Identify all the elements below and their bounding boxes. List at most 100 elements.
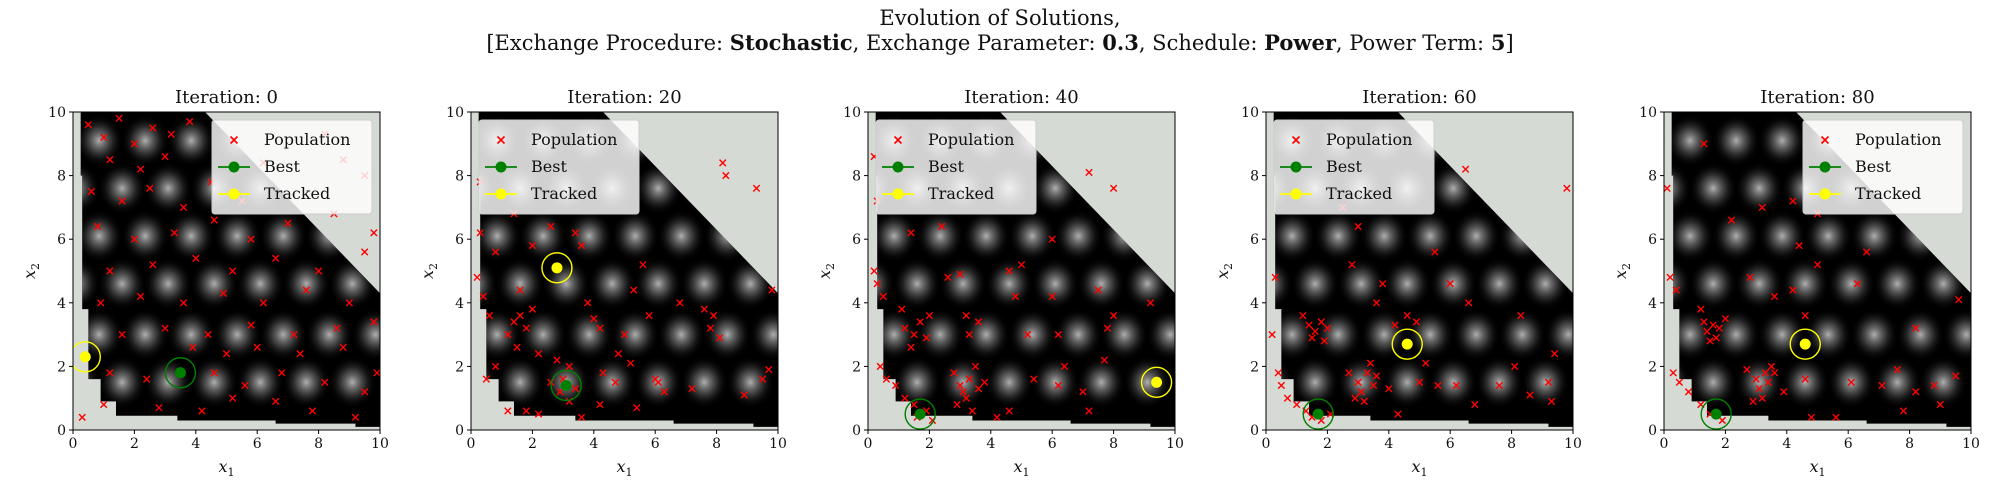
legend: Population Best Tracked <box>1802 119 1964 215</box>
best-ring <box>904 398 936 430</box>
optimum-glow <box>1273 210 1317 263</box>
optimum-glow <box>985 257 1034 310</box>
population-point <box>596 400 604 409</box>
population-point <box>222 349 231 358</box>
optimum-glow <box>1873 356 1922 409</box>
population-point <box>179 299 188 307</box>
legend: Population Best Tracked <box>478 119 640 215</box>
population-point <box>962 311 970 320</box>
population-point <box>170 229 179 237</box>
population-point <box>676 299 684 307</box>
y-tick-label: 8 <box>1648 169 1657 185</box>
population-point <box>1363 369 1372 377</box>
axes-frame <box>72 111 381 431</box>
y-tick-label: 10 <box>48 105 66 121</box>
population-point <box>1378 280 1387 288</box>
optimum-glow <box>1689 162 1738 215</box>
population-point <box>161 152 169 161</box>
population-point <box>534 410 543 418</box>
population-point <box>78 413 86 421</box>
population-point <box>1930 381 1938 390</box>
x-tick-label: 10 <box>1166 436 1184 452</box>
x-tick-label: 4 <box>589 436 598 452</box>
population-point <box>1801 311 1809 320</box>
population-point <box>93 222 102 231</box>
optimum-glow <box>1689 257 1738 310</box>
optimum-glow <box>1758 114 1807 167</box>
population-point <box>1271 273 1279 282</box>
optimum-glow <box>1827 257 1876 310</box>
population-point <box>106 156 114 164</box>
optimum-glow <box>680 356 729 409</box>
population-point <box>228 267 237 275</box>
x-tick-label: 6 <box>1844 436 1853 452</box>
population-point <box>370 318 378 326</box>
x-tick-label: 6 <box>1446 436 1455 452</box>
population-point <box>115 114 123 123</box>
subtitle-part: ] <box>1505 31 1514 55</box>
tracked-ring <box>1140 366 1173 398</box>
population-series <box>1664 140 1963 425</box>
optimum-glow <box>167 308 216 361</box>
population-point <box>910 400 918 409</box>
optimum-glow <box>1758 210 1807 263</box>
axes-frame <box>867 111 1176 431</box>
optimum-glow <box>893 356 942 409</box>
population-point <box>1005 407 1013 415</box>
optimum-glow <box>1896 308 1945 361</box>
x-tick-label: 0 <box>467 436 476 452</box>
optimum-glow <box>496 257 545 310</box>
population-point <box>891 381 900 390</box>
legend-tracked-marker <box>1290 188 1302 200</box>
population-point <box>278 369 286 377</box>
population-point <box>1517 311 1525 320</box>
legend-label: Population <box>264 130 350 149</box>
optimum-glow <box>144 257 193 310</box>
best-point <box>1710 408 1722 420</box>
population-point <box>870 267 878 275</box>
y-tick-label: 10 <box>446 105 464 121</box>
population-point <box>1354 378 1362 386</box>
x-tick-label: 8 <box>314 436 323 452</box>
optimum-glow <box>565 308 614 361</box>
population-point <box>1832 413 1840 421</box>
y-axis-label: x2 <box>1611 263 1633 279</box>
population-point <box>1715 324 1723 332</box>
y-tick-label: 4 <box>57 296 66 312</box>
population-point <box>210 369 218 377</box>
population-point <box>1023 330 1032 339</box>
subplot-title: Iteration: 40 <box>964 87 1078 108</box>
y-axis-label: x2 <box>815 263 837 279</box>
population-point <box>1317 318 1325 326</box>
optimum-glow <box>1735 162 1784 215</box>
optimum-glow <box>1054 210 1103 263</box>
population-point <box>1146 299 1155 307</box>
population-point <box>974 384 983 393</box>
population-point <box>473 273 481 282</box>
population-point <box>1357 388 1365 396</box>
population-point <box>522 324 530 332</box>
population-point <box>620 330 629 339</box>
y-tick-label: 2 <box>57 359 66 375</box>
population-point <box>510 318 518 326</box>
optimum-glow <box>144 162 193 215</box>
subtitle-value: 0.3 <box>1102 30 1139 55</box>
y-tick-label: 6 <box>1648 232 1657 248</box>
population-point <box>907 343 915 352</box>
y-tick-label: 4 <box>852 296 861 312</box>
legend-tracked-marker <box>892 188 904 200</box>
legend-label: Tracked <box>531 184 597 203</box>
y-tick-label: 6 <box>852 232 861 248</box>
optimum-glow <box>80 162 101 215</box>
population-point <box>1311 327 1319 336</box>
population-point <box>476 229 484 237</box>
optimum-glow <box>1850 210 1899 263</box>
optimum-glow <box>542 257 591 310</box>
optimum-glow <box>80 210 124 263</box>
x-tick-label: 8 <box>1905 436 1914 452</box>
population-point <box>247 321 255 329</box>
population-point <box>516 286 524 294</box>
population-point <box>271 254 280 262</box>
population-point <box>1746 273 1754 282</box>
